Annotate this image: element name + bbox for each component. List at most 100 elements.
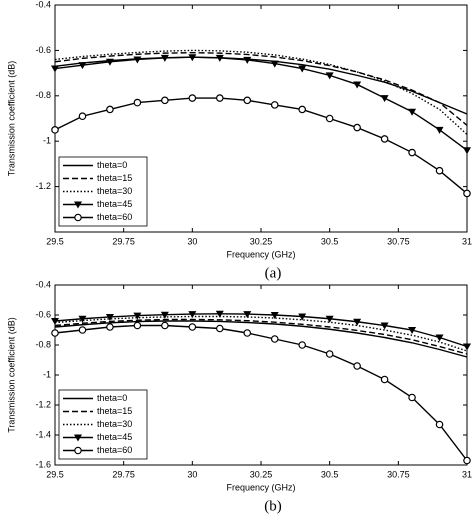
marker xyxy=(463,189,471,198)
marker xyxy=(270,335,279,343)
marker xyxy=(380,95,389,103)
series-line xyxy=(54,324,468,461)
x-tick-label: 30.75 xyxy=(387,469,410,479)
marker xyxy=(463,456,471,465)
x-tick-label: 29.5 xyxy=(46,236,64,246)
legend-label: theta=45 xyxy=(97,432,132,442)
marker xyxy=(298,65,307,73)
marker xyxy=(105,313,114,321)
marker xyxy=(270,60,279,68)
marker xyxy=(270,101,279,109)
x-tick-label: 29.75 xyxy=(112,236,135,246)
marker xyxy=(435,420,444,429)
legend-marker xyxy=(74,201,82,209)
legend-label: theta=45 xyxy=(97,199,132,209)
marker xyxy=(325,114,334,123)
legend-marker xyxy=(74,434,82,442)
marker xyxy=(51,126,59,134)
marker xyxy=(353,123,361,132)
y-tick-label: -1.2 xyxy=(35,399,51,409)
legend-label: theta=60 xyxy=(97,445,132,455)
y-tick-label: -0.6 xyxy=(35,45,51,55)
caption: (a) xyxy=(265,265,282,281)
marker xyxy=(133,321,142,330)
x-tick-label: 30 xyxy=(187,236,197,246)
marker xyxy=(270,312,279,319)
marker xyxy=(51,65,59,73)
marker xyxy=(215,310,224,318)
marker xyxy=(325,72,334,80)
marker xyxy=(216,324,224,333)
marker xyxy=(133,98,142,107)
marker xyxy=(243,311,252,319)
marker xyxy=(160,311,169,319)
legend-label: theta=0 xyxy=(97,160,127,170)
marker xyxy=(353,81,362,89)
series-line xyxy=(54,313,468,348)
marker xyxy=(298,313,307,321)
y-axis-label: Transmission coefficient (dB) xyxy=(6,317,16,433)
marker xyxy=(215,54,224,62)
marker xyxy=(161,321,169,330)
marker xyxy=(105,58,114,66)
y-tick-label: -0.4 xyxy=(35,279,51,289)
series-line xyxy=(54,56,468,115)
x-tick-label: 31 xyxy=(462,469,472,479)
marker xyxy=(325,315,334,323)
y-tick-label: -1.6 xyxy=(35,459,51,469)
marker xyxy=(435,166,444,175)
series-line xyxy=(54,315,468,352)
marker xyxy=(408,393,416,402)
legend-label: theta=30 xyxy=(97,419,132,429)
marker xyxy=(188,311,197,319)
series-line xyxy=(54,320,468,358)
series-line xyxy=(54,49,468,135)
marker xyxy=(325,350,334,358)
marker xyxy=(353,318,362,326)
series-line xyxy=(54,56,468,151)
marker xyxy=(463,343,471,351)
marker xyxy=(463,147,471,155)
marker xyxy=(161,96,169,105)
marker xyxy=(78,315,87,323)
x-tick-label: 30.75 xyxy=(387,236,410,246)
x-tick-label: 31 xyxy=(462,236,472,246)
marker xyxy=(188,94,197,102)
y-tick-label: -1.4 xyxy=(35,429,51,439)
legend-marker xyxy=(74,446,82,455)
marker xyxy=(408,108,417,116)
marker xyxy=(408,148,416,157)
x-tick-label: 30.5 xyxy=(321,469,339,479)
marker xyxy=(51,318,59,325)
y-axis-label: Transmission coefficient (dB) xyxy=(6,61,16,177)
marker xyxy=(353,362,361,370)
marker xyxy=(106,323,114,331)
x-tick-label: 30.5 xyxy=(321,236,339,246)
y-tick-label: -0.4 xyxy=(35,0,51,9)
series-line xyxy=(54,97,468,194)
marker xyxy=(243,329,252,337)
marker xyxy=(133,56,142,64)
caption: (b) xyxy=(264,498,282,514)
legend-label: theta=15 xyxy=(97,406,132,416)
y-tick-label: -0.6 xyxy=(35,309,51,319)
legend-marker xyxy=(74,213,82,222)
x-tick-label: 30 xyxy=(187,469,197,479)
x-tick-label: 30.25 xyxy=(250,236,273,246)
y-tick-label: -1.2 xyxy=(35,181,51,191)
marker xyxy=(380,375,389,384)
marker xyxy=(188,323,197,331)
legend-label: theta=60 xyxy=(97,212,132,222)
y-tick-label: -0.8 xyxy=(35,339,51,349)
marker xyxy=(380,135,389,143)
marker xyxy=(216,94,224,102)
marker xyxy=(380,322,389,330)
marker xyxy=(243,56,252,64)
x-axis-label: Frequency (GHz) xyxy=(226,482,295,492)
marker xyxy=(160,54,169,62)
marker xyxy=(51,329,59,337)
marker xyxy=(78,326,87,334)
x-tick-label: 29.75 xyxy=(112,469,135,479)
marker xyxy=(298,341,307,349)
